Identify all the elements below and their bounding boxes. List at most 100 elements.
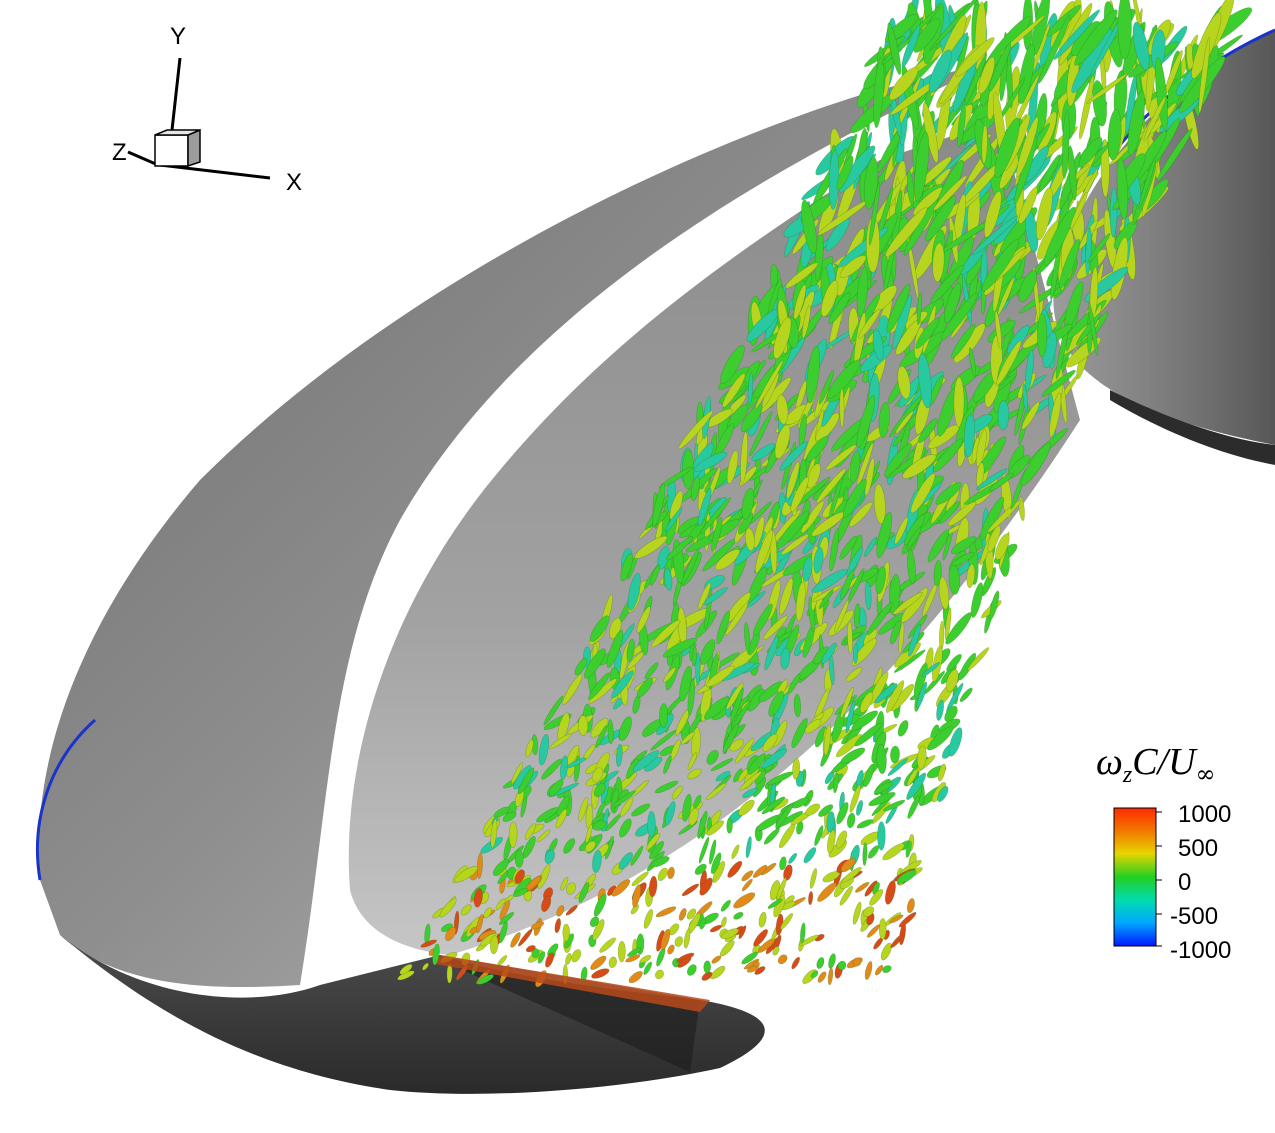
vortex-structure xyxy=(632,750,660,772)
vortex-structure xyxy=(959,687,973,703)
vortex-structure xyxy=(566,882,576,895)
vortex-structure xyxy=(821,642,837,664)
z-axis-label: Z xyxy=(112,139,127,166)
vortex-structure xyxy=(889,620,902,645)
vortex-structure xyxy=(588,672,611,701)
vortex-structure xyxy=(703,587,728,606)
vortex-structure xyxy=(902,454,937,479)
vortex-structure xyxy=(820,745,832,767)
vortex-structure xyxy=(1086,73,1128,105)
vortex-structure xyxy=(776,394,789,425)
vortex-structure xyxy=(762,733,778,753)
vortex-structure xyxy=(741,487,755,520)
vortex-structure xyxy=(610,790,636,809)
vortex-structure xyxy=(719,940,735,957)
vortex-structure xyxy=(617,940,626,963)
vortex-structure xyxy=(1127,91,1146,156)
vortex-structure xyxy=(889,66,919,101)
vortex-structure xyxy=(758,681,783,703)
vortex-structure xyxy=(517,767,535,795)
vortex-structure xyxy=(1138,156,1157,210)
vortex-structure xyxy=(619,818,632,838)
vortex-structure xyxy=(886,283,911,333)
vortex-structure xyxy=(806,345,820,404)
vortex-structure xyxy=(662,637,698,658)
vortex-structure xyxy=(439,898,457,918)
vortex-structure xyxy=(804,718,822,734)
vortex-structure xyxy=(654,969,665,980)
vortex-structure xyxy=(708,839,717,865)
vortex-structure xyxy=(688,807,699,826)
vortex-structure xyxy=(626,638,635,662)
vortex-structure xyxy=(659,703,669,729)
vortex-structure xyxy=(806,436,829,462)
vortex-structure xyxy=(849,450,861,484)
vortex-structure xyxy=(1132,21,1150,71)
vortex-structure xyxy=(554,918,561,934)
vortex-structure xyxy=(729,738,745,752)
vortex-structure xyxy=(721,916,727,928)
vortex-structure xyxy=(545,952,554,968)
vortex-structure xyxy=(995,340,1022,386)
vortex-structure xyxy=(720,899,731,912)
vortex-structure xyxy=(853,603,861,629)
vortex-structure xyxy=(1109,187,1118,238)
vortex-structure xyxy=(578,881,590,904)
vortex-structure xyxy=(776,510,810,549)
vortex-structure xyxy=(565,952,572,966)
vortex-structure xyxy=(1025,349,1034,392)
vortex-structure xyxy=(928,49,952,93)
vortex-structure xyxy=(636,677,653,698)
vortex-structure xyxy=(775,803,794,829)
vortex-structure xyxy=(1191,12,1222,79)
vortex-structure xyxy=(1006,325,1030,354)
vortex-structure xyxy=(800,922,806,944)
vortex-structure xyxy=(693,794,702,809)
vortex-structure xyxy=(740,404,763,433)
flap-underside xyxy=(1110,390,1275,465)
vortex-structure xyxy=(618,852,633,870)
vortex-structure xyxy=(767,898,783,909)
vortex-structure xyxy=(747,566,768,604)
colorbar-legend: ωzC/U∞ 1000 500 0 -500 -1000 xyxy=(1096,741,1231,964)
vortex-structure xyxy=(584,840,596,853)
vortex-structure xyxy=(698,836,710,864)
vortex-structure xyxy=(884,880,896,905)
vortex-structure xyxy=(697,582,711,610)
vortex-structure xyxy=(852,643,859,664)
vortex-structure xyxy=(935,482,962,505)
vortex-structure xyxy=(562,923,571,942)
vortex-structure xyxy=(791,718,808,748)
vortex-structure xyxy=(678,908,687,921)
vortex-structure xyxy=(619,797,634,817)
vortex-structure xyxy=(715,770,731,782)
vortex-structure xyxy=(835,733,863,758)
vortex-structure xyxy=(916,292,922,326)
vortex-structure xyxy=(834,599,850,633)
vortex-structure xyxy=(510,762,524,785)
vortex-structure xyxy=(933,559,942,587)
vortex-structure xyxy=(937,785,949,802)
vortex-structure xyxy=(752,603,773,637)
vortex-structure xyxy=(536,829,551,843)
vortex-structure xyxy=(536,807,559,823)
vortex-structure xyxy=(493,806,510,818)
vortex-structure xyxy=(593,893,607,917)
vortex-structure xyxy=(826,811,835,833)
vortex-structure xyxy=(763,828,780,845)
vortex-structure xyxy=(905,840,912,858)
vortex-structure xyxy=(864,581,872,611)
vortex-structure xyxy=(863,763,875,788)
vortex-structure xyxy=(801,304,811,339)
vortex-structure xyxy=(697,810,708,839)
vortex-structure xyxy=(664,567,673,592)
vortex-structure xyxy=(691,646,697,667)
vortex-structure xyxy=(1155,57,1168,131)
vortex-structure xyxy=(906,527,922,550)
vortex-structure xyxy=(851,710,879,731)
vortex-structure xyxy=(944,282,961,324)
vortex-structure xyxy=(502,811,517,822)
vortex-structure xyxy=(754,529,773,574)
vortex-structure xyxy=(596,801,606,818)
